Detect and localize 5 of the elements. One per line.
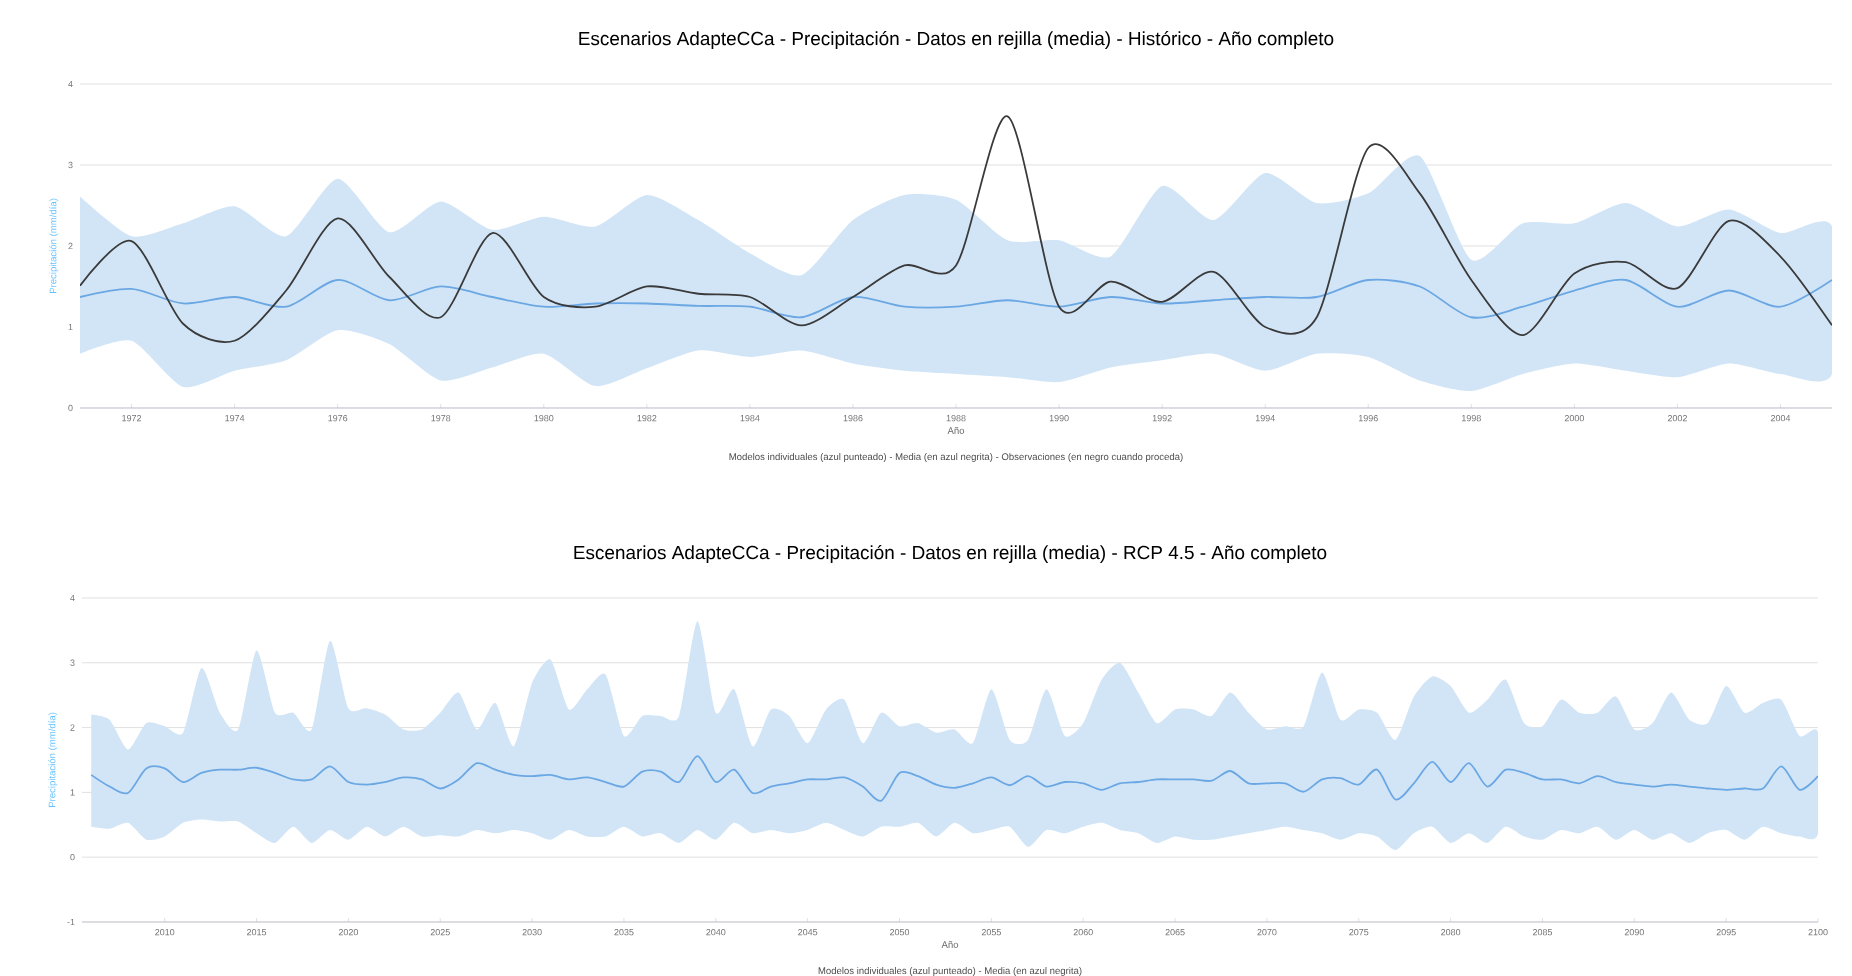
chart-title: Escenarios AdapteCCa - Precipitación - Datos en rejilla (media) - Histórico - Año completo <box>579 31 1334 49</box>
chart-title: Escenarios AdapteCCa - Precipitación - Datos en rejilla (media) - RCP 4.5 - Año completo <box>574 545 1327 563</box>
line-series <box>80 278 1833 319</box>
line-series <box>80 115 1833 342</box>
line-series <box>90 755 1819 802</box>
